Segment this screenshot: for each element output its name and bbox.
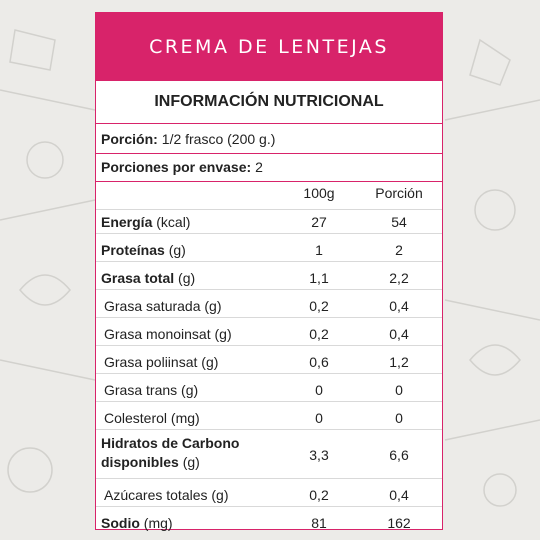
value-per-100g: 3,3 [309, 447, 329, 463]
nutrient-row: Grasa trans (g) 0 0 [96, 373, 442, 401]
nutrient-row: Colesterol (mg) 0 0 [96, 401, 442, 429]
nutrient-row: Energía (kcal) 27 54 [96, 205, 442, 233]
value-per-100g: 0 [315, 382, 323, 398]
row-divider [96, 506, 442, 507]
value-per-100g: 0,2 [309, 326, 329, 342]
value-per-100g: 0 [315, 410, 323, 426]
value-per-portion: 0 [395, 382, 403, 398]
value-per-portion: 0,4 [389, 487, 409, 503]
nutrient-label: Grasa poliinsat (g) [104, 353, 218, 372]
row-divider [96, 233, 442, 234]
nutrient-name: Grasa monoinsat [104, 326, 211, 342]
nutrient-name: Sodio [101, 515, 140, 531]
nutrient-row: Grasa poliinsat (g) 0,6 1,2 [96, 345, 442, 373]
value-per-portion: 0 [395, 410, 403, 426]
value-per-100g: 81 [311, 515, 327, 531]
row-divider [96, 289, 442, 290]
value-per-100g: 27 [311, 214, 327, 230]
column-header-100g: 100g [303, 185, 335, 201]
value-per-portion: 2 [395, 242, 403, 258]
nutrient-unit: (g) [182, 454, 200, 470]
nutrient-name: Grasa trans [104, 382, 178, 398]
row-divider [96, 345, 442, 346]
nutrient-unit: (g) [204, 298, 222, 314]
servings-per-container-label: Porciones por envase: [101, 159, 252, 175]
nutrient-unit: (g) [178, 270, 196, 286]
nutrient-name: Hidratos de Carbono [101, 435, 240, 451]
column-header-portion: Porción [375, 185, 423, 201]
nutrient-label: Sodio (mg) [101, 514, 173, 533]
nutrient-name: Azúcares totales [104, 487, 208, 503]
nutrient-name: Grasa saturada [104, 298, 201, 314]
value-per-portion: 6,6 [389, 447, 409, 463]
value-per-100g: 0,6 [309, 354, 329, 370]
nutrient-unit: (g) [181, 382, 199, 398]
value-per-100g: 0,2 [309, 487, 329, 503]
nutrient-row: Grasa monoinsat (g) 0,2 0,4 [96, 317, 442, 345]
value-per-portion: 0,4 [389, 326, 409, 342]
serving-size-value: 1/2 frasco (200 g.) [161, 131, 276, 147]
separator [96, 181, 442, 182]
serving-size-label: Porción: [101, 131, 158, 147]
nutrient-label: Energía (kcal) [101, 213, 190, 232]
row-divider [96, 429, 442, 430]
nutrient-unit: (g) [211, 487, 229, 503]
nutrient-unit: (g) [214, 326, 232, 342]
product-title: CREMA DE LENTEJAS [149, 36, 389, 58]
nutrient-label: Proteínas (g) [101, 241, 186, 260]
nutrient-name: Energía [101, 214, 153, 230]
value-per-100g: 1,1 [309, 270, 329, 286]
row-divider [96, 317, 442, 318]
nutrient-name: Proteínas [101, 242, 165, 258]
nutrient-name-line2: disponibles [101, 454, 179, 470]
nutrient-label: Grasa total (g) [101, 269, 195, 288]
value-per-portion: 54 [391, 214, 407, 230]
nutrient-label: Colesterol (mg) [104, 409, 200, 428]
product-title-banner: CREMA DE LENTEJAS [96, 13, 442, 81]
row-divider [96, 373, 442, 374]
nutrient-label: Grasa saturada (g) [104, 297, 222, 316]
nutrient-name: Grasa poliinsat [104, 354, 198, 370]
nutrient-label: Azúcares totales (g) [104, 486, 229, 505]
nutrient-row: Grasa saturada (g) 0,2 0,4 [96, 289, 442, 317]
serving-size-row: Porción: 1/2 frasco (200 g.) [96, 125, 442, 153]
nutrient-unit: (kcal) [156, 214, 191, 230]
row-divider [96, 478, 442, 479]
nutrient-unit: (g) [201, 354, 219, 370]
nutrition-label: CREMA DE LENTEJAS INFORMACIÓN NUTRICIONA… [95, 12, 443, 531]
nutrient-label: Grasa monoinsat (g) [104, 325, 232, 344]
nutrient-row: Sodio (mg) 81 162 [96, 506, 442, 531]
nutrient-label: Hidratos de Carbono disponibles (g) [101, 434, 239, 472]
row-divider [96, 261, 442, 262]
nutrient-unit: (mg) [170, 410, 200, 426]
value-per-portion: 0,4 [389, 298, 409, 314]
servings-per-container-row: Porciones por envase: 2 [96, 153, 442, 181]
value-per-100g: 1 [315, 242, 323, 258]
row-divider [96, 209, 442, 210]
nutrient-row: Azúcares totales (g) 0,2 0,4 [96, 478, 442, 506]
separator [96, 153, 442, 154]
value-per-portion: 162 [387, 515, 411, 531]
value-per-portion: 2,2 [389, 270, 409, 286]
nutrient-name: Grasa total [101, 270, 175, 286]
value-per-100g: 0,2 [309, 298, 329, 314]
servings-per-container-value: 2 [255, 159, 263, 175]
nutrient-unit: (g) [168, 242, 186, 258]
nutrient-label: Grasa trans (g) [104, 381, 198, 400]
nutrient-unit: (mg) [143, 515, 173, 531]
row-divider [96, 401, 442, 402]
nutrient-row: Hidratos de Carbono disponibles (g) 3,3 6,6 [96, 429, 442, 478]
nutrient-name: Colesterol [104, 410, 168, 426]
nutrient-row: Proteínas (g) 1 2 [96, 233, 442, 261]
value-per-portion: 1,2 [389, 354, 409, 370]
nutrient-row: Grasa total (g) 1,1 2,2 [96, 261, 442, 289]
table-heading: INFORMACIÓN NUTRICIONAL [96, 81, 442, 124]
